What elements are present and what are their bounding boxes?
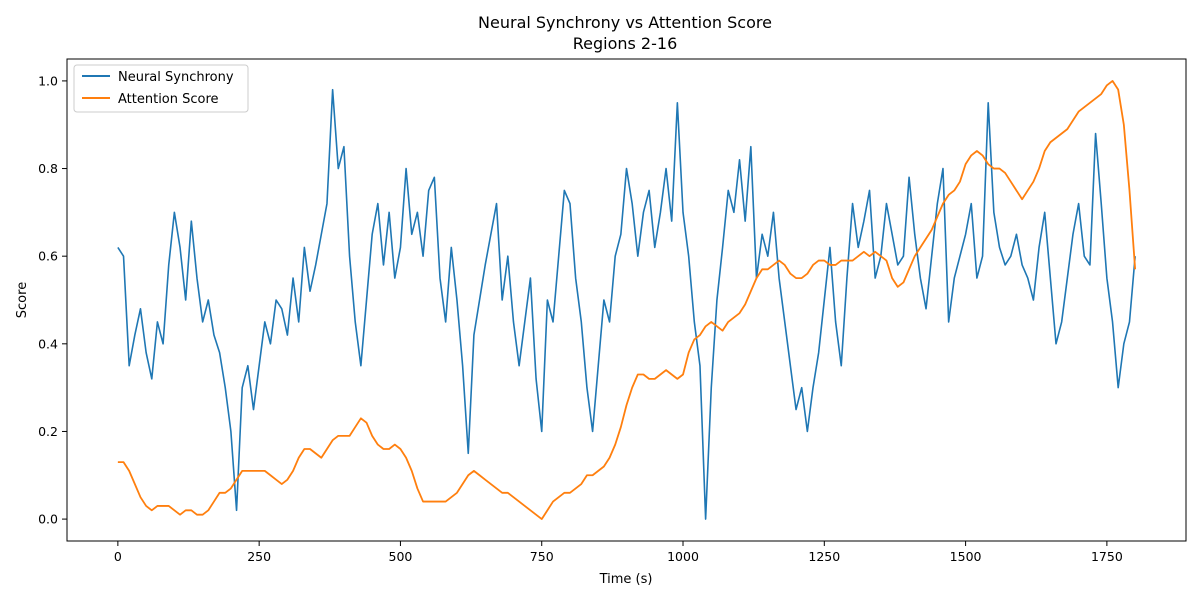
y-tick-label: 0.2 (38, 424, 58, 439)
chart-subtitle: Regions 2-16 (573, 34, 678, 53)
series-line-attention-score (117, 80, 1137, 520)
y-tick-label: 0.0 (38, 512, 58, 527)
plot-area (67, 59, 1186, 541)
x-axis-ticks: 0 250 500 750 1000 1250 1500 1750 (114, 541, 1123, 564)
plot-frame (66, 58, 1187, 542)
y-tick-label: 1.0 (38, 73, 58, 88)
legend-label-attention-score: Attention Score (118, 92, 219, 107)
chart-title: Neural Synchrony vs Attention Score (478, 13, 772, 32)
y-tick-label: 0.4 (38, 336, 58, 351)
series-layer (117, 80, 1137, 520)
y-tick-label: 0.6 (38, 249, 58, 264)
x-tick-label: 1000 (667, 549, 699, 564)
x-tick-label: 500 (389, 549, 413, 564)
y-axis-label: Score (15, 282, 30, 318)
legend-label-neural-synchrony: Neural Synchrony (118, 70, 234, 85)
x-tick-label: 1750 (1091, 549, 1123, 564)
x-tick-label: 250 (247, 549, 271, 564)
x-axis-label: Time (s) (599, 572, 653, 587)
x-tick-label: 0 (114, 549, 122, 564)
y-tick-label: 0.8 (38, 161, 58, 176)
x-tick-label: 1500 (950, 549, 982, 564)
x-tick-label: 1250 (808, 549, 840, 564)
series-line-neural-synchrony (117, 88, 1136, 520)
y-axis-ticks: 0.0 0.2 0.4 0.6 0.8 1.0 (38, 73, 67, 527)
legend: Neural Synchrony Attention Score (73, 64, 249, 113)
legend-box (73, 64, 249, 113)
x-tick-label: 750 (530, 549, 554, 564)
